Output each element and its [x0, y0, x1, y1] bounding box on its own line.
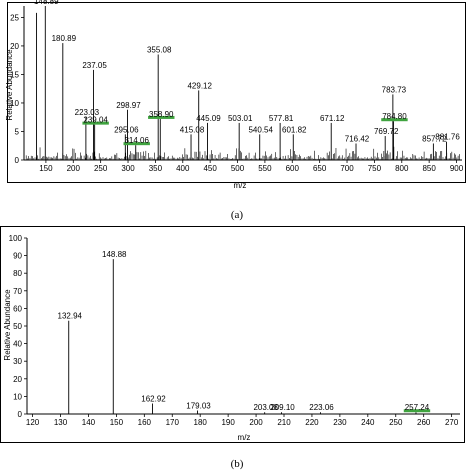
spectrum-panel-b: Relative Abundance m/z 0 10 20 30 40 50 60 70 80…: [0, 226, 465, 443]
panel-b-x-tick-label: 230: [333, 418, 347, 427]
panel-b-peak-label: 162.92: [141, 394, 166, 403]
panel-b-caption: (b): [231, 458, 244, 470]
panel-b-x-tick-label: 250: [389, 418, 403, 427]
panel-b-x-tick-label: 220: [305, 418, 319, 427]
panel-a-x-tick-label: 900: [450, 164, 464, 173]
panel-b-peak-label: 132.94: [58, 312, 83, 321]
panel-b-x-tick-label: 140: [82, 418, 96, 427]
panel-a-x-tick-label: 600: [286, 164, 300, 173]
panel-b-peak-label: 179.03: [186, 401, 211, 410]
panel-a-peak-label: 295.06: [114, 125, 139, 134]
panel-b-x-tick-label: 150: [110, 418, 124, 427]
panel-a-peak-label: 540.54: [248, 125, 273, 134]
panel-b-y-tick-label: 100: [9, 234, 23, 243]
panel-a-peak-highlight: [148, 115, 175, 119]
panel-a-x-tick-label: 750: [368, 164, 382, 173]
panel-a-peak-highlight: [82, 121, 109, 125]
panel-a-caption: (a): [231, 209, 244, 221]
panel-a-peak-label: 503.01: [228, 114, 253, 123]
panel-a-peak-label: 601.82: [282, 125, 307, 134]
panel-b-y-axis-label: Relative Abundance: [3, 289, 12, 361]
panel-a-peak-label: 783.73: [382, 85, 407, 94]
panel-b-x-tick-label: 120: [26, 418, 40, 427]
panel-b-peak-label: 257.24: [405, 403, 430, 412]
panel-b-x-tick-label: 180: [194, 418, 208, 427]
panel-b-peak-label: 148.88: [102, 250, 127, 259]
panel-a-y-tick-label: 15: [10, 70, 19, 79]
panel-a-x-tick-label: 550: [258, 164, 272, 173]
panel-b-y-tick-label: 50: [13, 322, 22, 331]
panel-a-peak-label: 355.08: [147, 45, 172, 54]
panel-a-peak-label: 671.12: [320, 114, 345, 123]
panel-b-peak-highlight: [403, 409, 431, 413]
panel-a-y-tick-label: 20: [10, 42, 19, 51]
panel-a-y-tick-label: 0: [15, 156, 20, 165]
panel-b-y-tick-label: 40: [13, 340, 22, 349]
panel-b-x-tick-label: 160: [138, 418, 152, 427]
panel-a-peak-label: 180.89: [52, 34, 77, 43]
panel-a-x-tick-label: 850: [422, 164, 436, 173]
panel-a-peak-label: 784.80: [382, 112, 407, 121]
panel-b-y-tick-label: 0: [18, 410, 23, 419]
panel-a-x-tick-label: 800: [395, 164, 409, 173]
panel-b-x-tick-label: 260: [417, 418, 431, 427]
panel-a-x-tick-label: 300: [121, 164, 135, 173]
panel-a-peak-label: 769.72: [374, 127, 399, 136]
panel-a-x-tick-label: 250: [94, 164, 108, 173]
panel-a-peak-label: 857.72: [422, 134, 447, 143]
panel-b-x-tick-label: 200: [249, 418, 263, 427]
panel-a-x-tick-label: 450: [203, 164, 217, 173]
panel-a-y-tick-label: 25: [10, 13, 19, 22]
panel-a-x-tick-label: 650: [313, 164, 327, 173]
panel-a-y-tick-label: 5: [15, 127, 20, 136]
panel-a-peak-label: 223.03: [75, 108, 100, 117]
panel-a-y-tick-label: 10: [10, 99, 19, 108]
panel-a-peak-label: 358.90: [149, 110, 174, 119]
panel-a-peak-label: 298.97: [116, 101, 141, 110]
panel-b-y-tick-label: 80: [13, 269, 22, 278]
panel-b-y-tick-label: 60: [13, 304, 22, 313]
panel-a-x-tick-label: 350: [149, 164, 163, 173]
panel-b-y-tick-label: 90: [13, 252, 22, 261]
panel-b-x-tick-label: 130: [54, 418, 68, 427]
panel-b-y-tick-label: 10: [13, 392, 22, 401]
panel-b-x-tick-label: 270: [445, 418, 459, 427]
spectrum-panel-a: Relative Abundance m/z 0 5 10 15 20 25 150 200 2…: [5, 0, 466, 190]
panel-b-x-axis-label: m/z: [238, 433, 251, 442]
panel-a-y-axis-label: Relative Abundance: [5, 49, 14, 121]
panel-a-peak-label: 881.76: [435, 133, 460, 142]
panel-a-peak-highlight: [123, 142, 150, 146]
panel-a-x-tick-label: 700: [340, 164, 354, 173]
panel-a-x-tick-label: 400: [176, 164, 190, 173]
panel-b-peak-label: 223.06: [309, 403, 334, 412]
panel-b-x-tick-label: 240: [361, 418, 375, 427]
panel-a-peak-label: 237.05: [82, 61, 107, 70]
panel-b-peak-label: 209.10: [270, 403, 295, 412]
panel-b-peak-label: 203.08: [253, 403, 278, 412]
panel-a-peak-label: 716.42: [345, 134, 370, 143]
panel-b-x-tick-label: 190: [221, 418, 235, 427]
panel-a-peak-highlight: [381, 118, 408, 122]
panel-b-y-tick-label: 20: [13, 375, 22, 384]
panel-b-y-tick-label: 30: [13, 357, 22, 366]
panel-a-x-tick-label: 500: [231, 164, 245, 173]
panel-b-border: [0, 226, 465, 443]
panel-a-x-tick-label: 200: [67, 164, 81, 173]
panel-b-y-tick-label: 70: [13, 287, 22, 296]
panel-a-x-axis-label: m/z: [234, 181, 247, 190]
panel-a-peak-label: 415.08: [180, 125, 205, 134]
panel-b-x-tick-label: 170: [166, 418, 180, 427]
panel-b-x-tick-label: 210: [277, 418, 291, 427]
panel-a-peak-label: 239.04: [83, 116, 108, 125]
panel-a-peak-label: 429.12: [187, 81, 212, 90]
panel-a-border: [7, 2, 466, 183]
panel-a-peak-label: 314.06: [124, 136, 149, 145]
panel-a-x-tick-label: 150: [39, 164, 53, 173]
panel-a-peak-label: 445.09: [196, 114, 221, 123]
panel-a-peak-label: 577.81: [269, 114, 294, 123]
panel-a-peak-label: 148.89: [34, 0, 59, 6]
